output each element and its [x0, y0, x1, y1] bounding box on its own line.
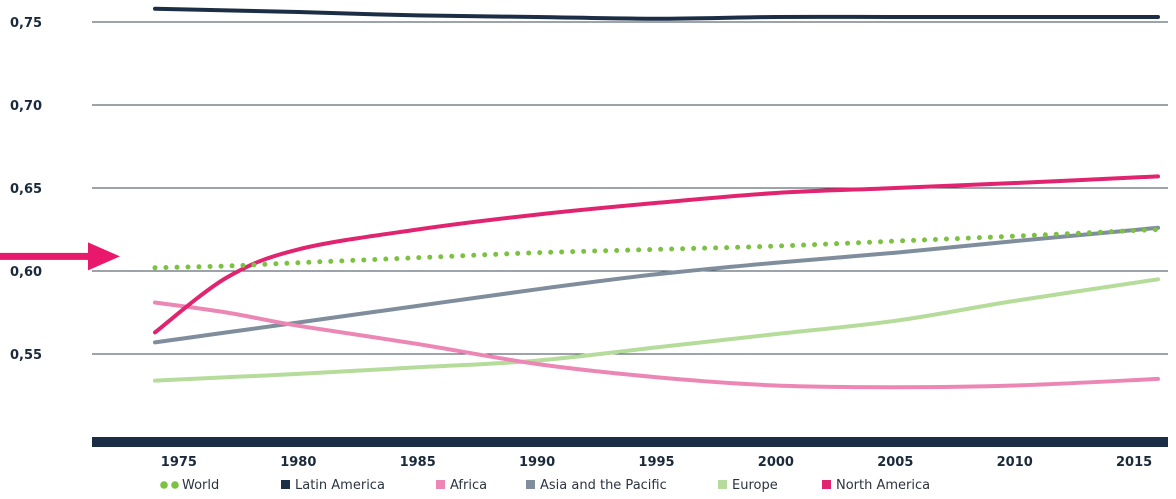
legend-marker	[160, 481, 168, 489]
legend-marker	[718, 480, 727, 489]
legend: World Latin America Africa Asia and the Pac…	[160, 478, 930, 493]
x-tick-label: 1995	[638, 455, 674, 470]
series-line-europe	[153, 277, 1160, 383]
legend-marker	[171, 481, 179, 489]
legend-label: World	[182, 478, 219, 493]
legend-marker	[281, 480, 290, 489]
grid-lines	[92, 21, 1168, 355]
legend-item-north-america: North America	[822, 478, 930, 493]
x-tick-label: 2000	[758, 455, 794, 470]
legend-label: Africa	[450, 478, 487, 493]
legend-item-asia-and-the-pacific: Asia and the Pacific	[526, 478, 667, 493]
legend-label: North America	[836, 478, 930, 493]
x-tick-label: 1985	[400, 455, 436, 470]
series-line-africa	[153, 300, 1160, 390]
x-tick-label: 1975	[161, 455, 197, 470]
x-tick-label: 2015	[1116, 455, 1152, 470]
y-tick-label: 0,70	[10, 99, 42, 114]
x-axis-bar	[92, 437, 1168, 447]
legend-item-latin-america: Latin America	[281, 478, 385, 493]
legend-label: Latin America	[295, 478, 385, 493]
series-lines	[152, 6, 1161, 390]
legend-marker	[436, 480, 445, 489]
y-tick-label: 0,65	[10, 182, 42, 197]
y-tick-label: 0,75	[10, 16, 42, 31]
legend-label: Europe	[732, 478, 778, 493]
series-line-north-america	[153, 174, 1160, 335]
series-line-world	[152, 227, 1161, 271]
arrow-head	[88, 242, 120, 271]
legend-item-world: World	[160, 478, 219, 493]
x-tick-label: 1980	[280, 455, 316, 470]
legend-marker	[822, 480, 831, 489]
x-tick-label: 2005	[877, 455, 913, 470]
x-tick-label: 1990	[519, 455, 555, 470]
annotation-arrow	[0, 242, 120, 271]
series-line-asia-and-the-pacific	[153, 225, 1160, 345]
legend-item-europe: Europe	[718, 478, 778, 493]
y-tick-label: 0,55	[10, 348, 42, 363]
legend-label: Asia and the Pacific	[540, 478, 667, 493]
y-axis-ticks: 0,75 0,70 0,65 0,60 0,55	[10, 16, 42, 363]
x-tick-label: 2010	[997, 455, 1033, 470]
x-axis-ticks: 1975 1980 1985 1990 1995 2000 2005 2010 2015	[161, 455, 1152, 470]
legend-marker	[526, 480, 535, 489]
legend-item-africa: Africa	[436, 478, 487, 493]
y-tick-label: 0,60	[10, 265, 42, 280]
arrow-shaft	[0, 252, 95, 260]
series-line-latin-america	[153, 6, 1160, 21]
